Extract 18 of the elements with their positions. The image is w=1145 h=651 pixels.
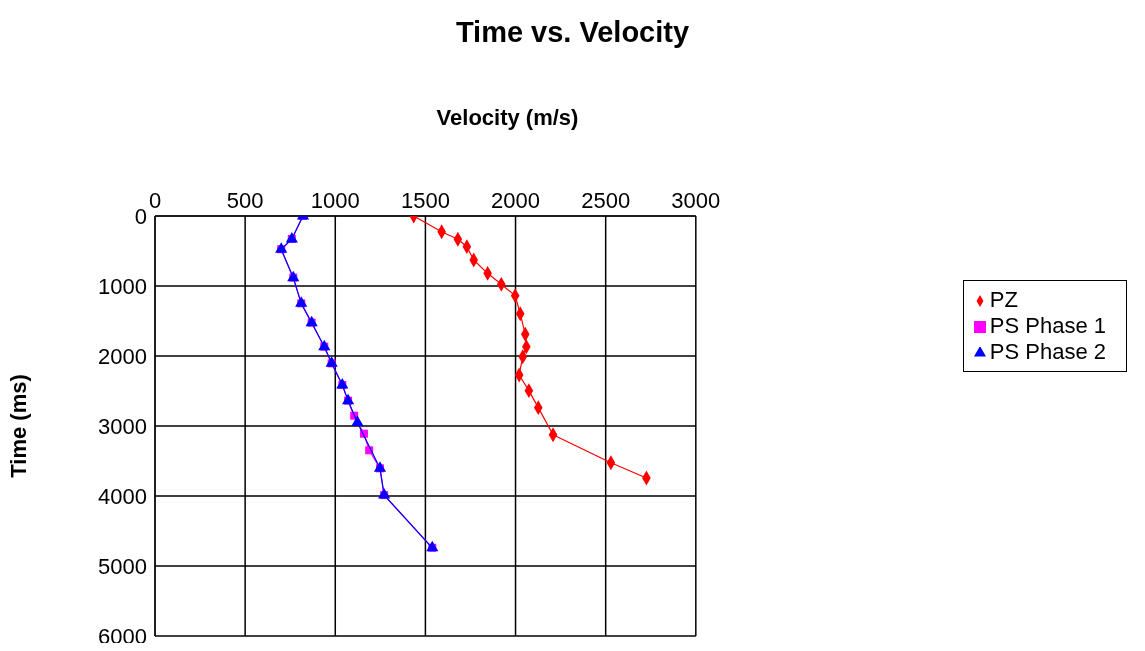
x-tick-label: 500 bbox=[226, 188, 264, 213]
y-tick-label: 2000 bbox=[98, 343, 147, 369]
legend-label: PS Phase 1 bbox=[989, 312, 1106, 338]
y-tick-label: 4000 bbox=[98, 483, 147, 509]
y-tick-label: 3000 bbox=[98, 413, 147, 439]
y-axis-title: Time (ms) bbox=[5, 374, 31, 478]
x-axis-title: Velocity (m/s) bbox=[435, 105, 580, 131]
point bbox=[351, 415, 364, 427]
legend-label: PZ bbox=[989, 286, 1018, 312]
y-tick-label: 5000 bbox=[98, 553, 147, 579]
x-tick-label: 3000 bbox=[671, 188, 721, 213]
chart-title: Time vs. Velocity bbox=[454, 16, 691, 49]
x-tick-label: 1000 bbox=[310, 188, 360, 213]
legend-label: PS Phase 2 bbox=[989, 338, 1106, 364]
x-tick-label: 2000 bbox=[491, 188, 541, 213]
x-tick-label: 2500 bbox=[581, 188, 631, 213]
y-tick-label: 1000 bbox=[98, 273, 147, 299]
x-tick-label: 1500 bbox=[400, 188, 450, 213]
